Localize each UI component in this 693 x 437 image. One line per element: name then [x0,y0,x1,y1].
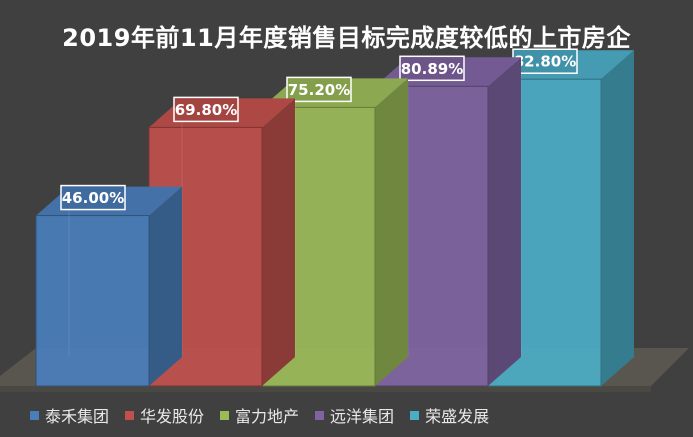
bar [35,186,182,387]
data-label: 75.20% [286,76,352,103]
legend-label: 富力地产 [235,407,300,426]
legend-label: 荣盛发展 [425,407,490,426]
legend-swatch [220,410,230,420]
data-label: 46.00% [60,184,126,211]
data-label: 82.80% [512,48,578,74]
data-label-text: 46.00% [62,189,124,207]
data-label-text: 82.80% [514,53,576,71]
legend-label: 远洋集团 [330,407,395,426]
data-label-box [399,55,465,82]
legend-item: 华发股份 [125,403,204,427]
data-label: 80.89% [399,55,465,82]
legend-label: 泰禾集团 [45,407,110,426]
data-label-box [173,96,239,123]
floor-edge [0,386,651,392]
data-label-text: 75.20% [288,81,350,99]
chart-title: 2019年前11月年度销售目标完成度较低的上市房企 [62,24,631,52]
bar-side [488,57,521,386]
data-label: 69.80% [173,96,239,123]
legend-swatch [30,410,39,420]
data-label-text: 69.80% [175,101,237,119]
legend-swatch [315,410,325,420]
bar-side [375,78,408,386]
legend-item: 远洋集团 [315,403,394,427]
legend-swatch [125,410,135,420]
data-label-text: 80.89% [401,60,463,78]
legend-swatch [410,410,420,420]
bar-side [149,186,182,386]
data-label-box [286,76,352,103]
legend-label: 华发股份 [140,407,205,426]
legend-item: 泰禾集团 [30,403,109,427]
legend-item: 荣盛发展 [410,403,489,427]
bar-front [35,215,150,387]
legend-item: 富力地产 [220,403,299,427]
bar-side [262,98,295,387]
legend: 泰禾集团 华发股份 富力地产 远洋集团 荣盛发展 [30,404,489,426]
bar-side [601,50,634,386]
data-label-box [60,184,126,211]
